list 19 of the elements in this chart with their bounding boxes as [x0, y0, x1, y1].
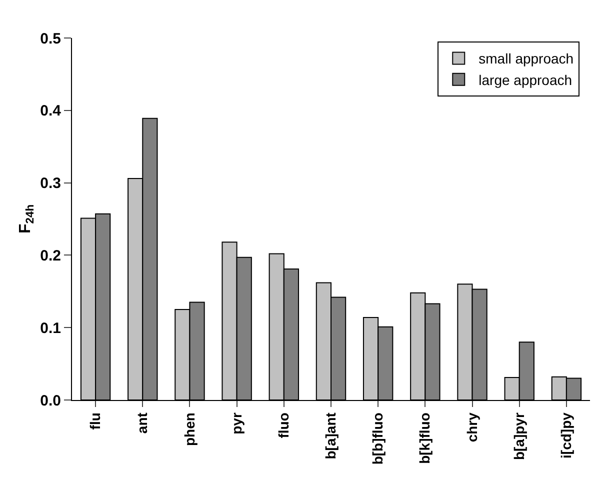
x-tick-label: i[cd]py	[558, 412, 574, 458]
x-tick-label: ant	[134, 412, 150, 434]
x-tick-label: b[a]pyr	[510, 412, 527, 460]
y-tick-label: 0.3	[40, 175, 61, 192]
y-tick-label: 0.5	[40, 30, 61, 48]
y-tick-label: 0.2	[40, 247, 61, 264]
x-tick-label: pyr	[228, 412, 244, 434]
y-tick-label: 0.1	[40, 320, 61, 337]
x-tick-label: b[b]fluo	[370, 412, 386, 465]
x-tick-label: flu	[87, 412, 104, 430]
legend-label: small approach	[478, 50, 574, 67]
legend-label: large approach	[478, 72, 572, 88]
y-tick-label: 0.4	[40, 102, 62, 120]
x-tick-label: b[a]ant	[322, 412, 339, 460]
x-tick-label: chry	[464, 412, 480, 442]
x-tick-label: phen	[181, 412, 198, 446]
y-tick-label: 0.0	[40, 392, 61, 410]
x-tick-label: b[k]fluo	[416, 412, 433, 464]
x-tick-label: fluo	[275, 412, 292, 438]
